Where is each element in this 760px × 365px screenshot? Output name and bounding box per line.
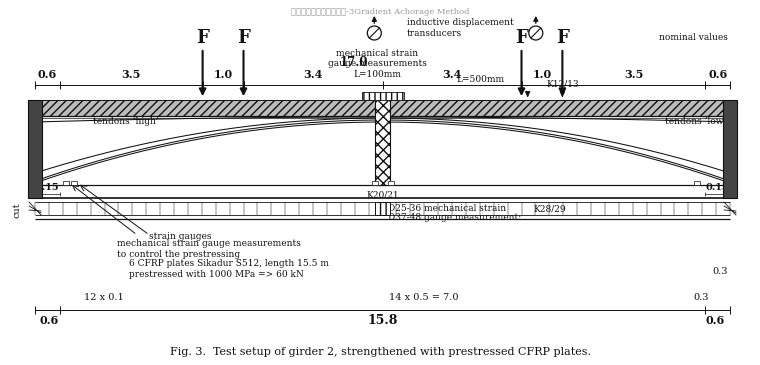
Text: 3.4: 3.4: [303, 69, 323, 81]
Text: nominal values: nominal values: [659, 34, 728, 42]
Text: D37-48 gauge measurement:: D37-48 gauge measurement:: [388, 213, 521, 222]
Text: K28/29: K28/29: [534, 204, 566, 213]
Bar: [71, 181, 77, 185]
Bar: [388, 181, 394, 185]
Text: tendons ‘low’: tendons ‘low’: [665, 116, 726, 126]
Text: L=500mm: L=500mm: [456, 76, 504, 85]
Text: 0.6: 0.6: [706, 315, 725, 326]
Text: 0.6: 0.6: [708, 69, 727, 81]
Bar: [372, 181, 378, 185]
Text: 1.0: 1.0: [214, 69, 233, 81]
Text: strain gauges: strain gauges: [150, 232, 212, 241]
Text: 0.3: 0.3: [694, 293, 709, 303]
Text: 15.8: 15.8: [367, 314, 397, 327]
Text: 0.15: 0.15: [36, 184, 59, 192]
Text: Fig. 3.  Test setup of girder 2, strengthened with prestressed CFRP plates.: Fig. 3. Test setup of girder 2, strength…: [169, 347, 591, 357]
Bar: [375, 202, 390, 215]
Bar: [695, 181, 701, 185]
Text: 预应力纤维复合材料加固-3Gradient Achorage Method: 预应力纤维复合材料加固-3Gradient Achorage Method: [291, 8, 469, 16]
Text: K20/21: K20/21: [366, 191, 399, 200]
Text: 0.3: 0.3: [713, 268, 728, 277]
Text: 14 x 0.5 = 7.0: 14 x 0.5 = 7.0: [388, 293, 458, 303]
Text: 3.4: 3.4: [442, 69, 461, 81]
Text: tendons ‘high’: tendons ‘high’: [93, 116, 159, 126]
Bar: [362, 92, 404, 100]
Bar: [35, 100, 730, 116]
Bar: [28, 100, 42, 198]
Bar: [723, 100, 737, 198]
Text: mechanical strain
gauge measurements
L=100mm: mechanical strain gauge measurements L=1…: [328, 49, 427, 79]
Text: 1.0: 1.0: [532, 69, 552, 81]
Bar: [375, 96, 390, 185]
Text: inductive displacement
transducers: inductive displacement transducers: [407, 18, 514, 38]
Text: 12 x 0.1: 12 x 0.1: [84, 293, 124, 303]
Bar: [62, 181, 68, 185]
Text: 17.0: 17.0: [340, 57, 368, 69]
Text: K12/13: K12/13: [546, 80, 578, 88]
Text: F: F: [196, 29, 209, 47]
Text: cut: cut: [12, 203, 21, 218]
Text: 0.6: 0.6: [40, 315, 59, 326]
Text: F: F: [556, 29, 568, 47]
Text: 0.6: 0.6: [38, 69, 57, 81]
Text: F: F: [515, 29, 528, 47]
Text: 0.15: 0.15: [706, 184, 730, 192]
Text: D25-36 mechanical strain: D25-36 mechanical strain: [388, 204, 505, 213]
Text: 3.5: 3.5: [122, 69, 141, 81]
Text: 3.5: 3.5: [624, 69, 644, 81]
Text: 6 CFRP plates Sikadur S512, length 15.5 m
prestressed with 1000 MPa => 60 kN: 6 CFRP plates Sikadur S512, length 15.5 …: [129, 259, 329, 279]
Text: mechanical strain gauge measurements
to control the prestressing: mechanical strain gauge measurements to …: [117, 239, 301, 259]
Text: F: F: [237, 29, 250, 47]
